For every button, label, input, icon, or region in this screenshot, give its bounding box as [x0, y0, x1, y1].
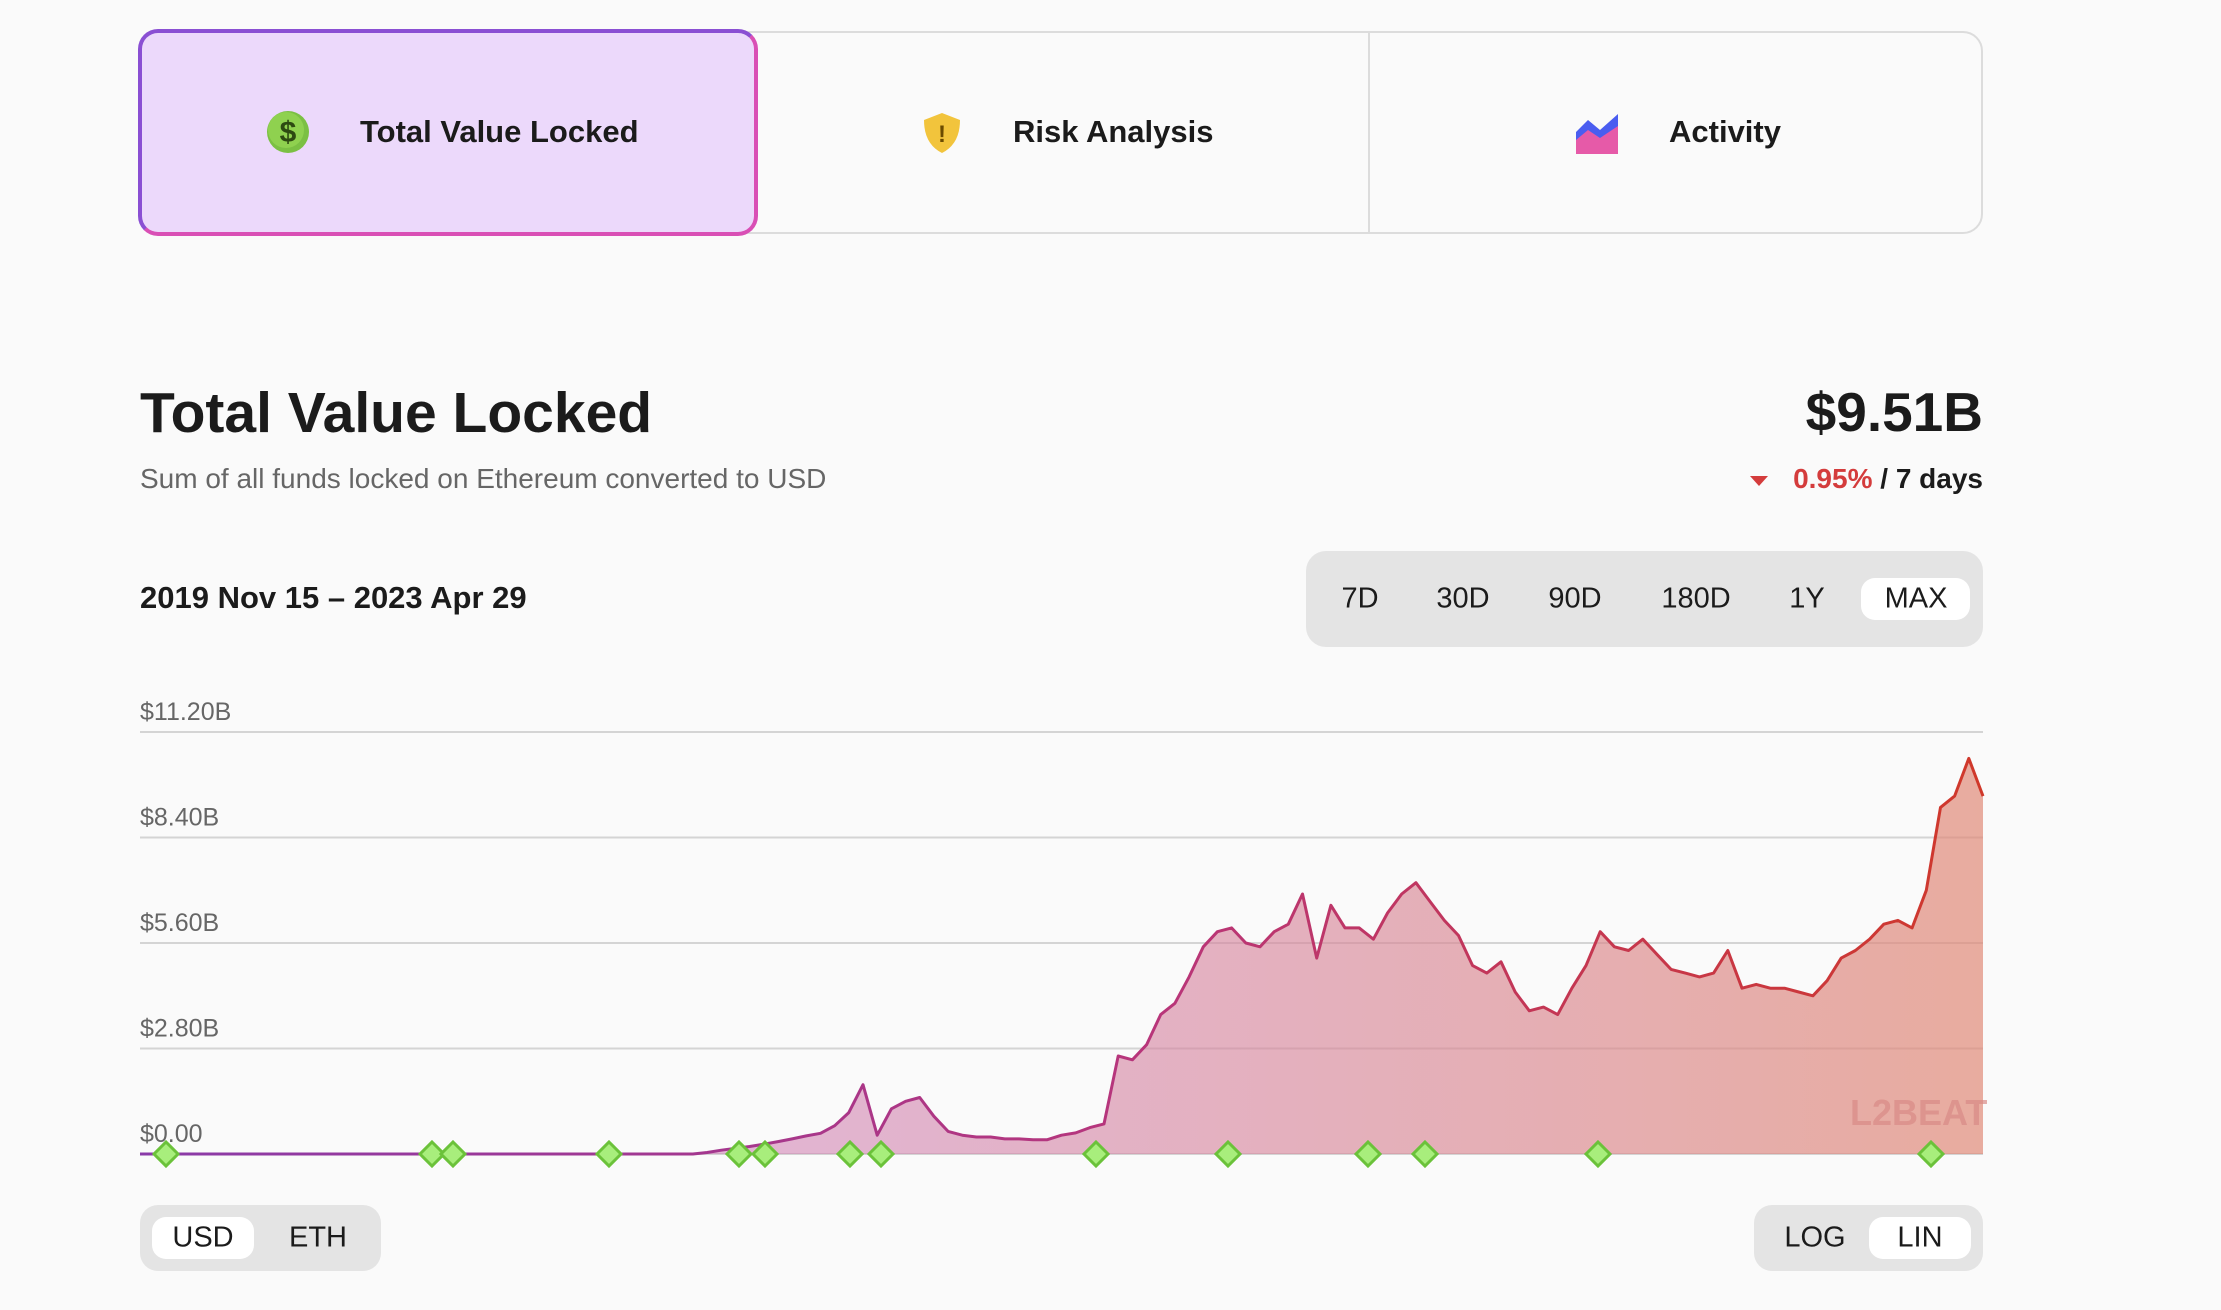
- milestone[interactable]: [438, 1139, 468, 1169]
- tab-label[interactable]: Risk Analysis: [1013, 114, 1214, 149]
- milestone[interactable]: [1353, 1139, 1383, 1169]
- milestone[interactable]: [750, 1139, 780, 1169]
- milestone[interactable]: [1583, 1139, 1613, 1169]
- currency-button[interactable]: ETH: [289, 1221, 347, 1254]
- range-button[interactable]: 180D: [1661, 582, 1731, 615]
- change: 0.95%: [1793, 463, 1873, 494]
- watermark: L2BEAT: [1850, 1092, 1987, 1133]
- scale-button[interactable]: LIN: [1897, 1221, 1943, 1254]
- date-range: 2019 Nov 15 – 2023 Apr 29: [140, 580, 527, 615]
- range-button[interactable]: 7D: [1341, 582, 1379, 615]
- milestone[interactable]: [1410, 1139, 1440, 1169]
- subtitle: Sum of all funds locked on Ethereum conv…: [140, 463, 827, 494]
- milestone[interactable]: [724, 1139, 754, 1169]
- range-button[interactable]: MAX: [1884, 582, 1948, 615]
- range-button[interactable]: 1Y: [1789, 582, 1825, 615]
- milestone[interactable]: [1916, 1139, 1946, 1169]
- milestone[interactable]: [1213, 1139, 1243, 1169]
- total-value: $9.51B: [1805, 381, 1983, 443]
- svg-text:$: $: [280, 116, 297, 149]
- svg-text:!: !: [938, 121, 946, 148]
- shield-icon: !: [924, 113, 960, 153]
- scale-button[interactable]: LOG: [1784, 1221, 1846, 1254]
- y-tick-label: $2.80B: [140, 1015, 219, 1043]
- milestone[interactable]: [417, 1139, 447, 1169]
- area: [140, 758, 1983, 1154]
- change-row: 0.95% / 7 days: [1749, 463, 1983, 495]
- down-arrow: [1750, 475, 1769, 486]
- y-tick-label: $5.60B: [140, 909, 219, 937]
- dollar-icon: $: [267, 111, 309, 153]
- y-tick-label: $0.00: [140, 1120, 203, 1148]
- tab-label[interactable]: Activity: [1669, 114, 1781, 149]
- milestones: [151, 1139, 1946, 1169]
- currency-selected: [152, 1217, 254, 1259]
- y-tick-label: $8.40B: [140, 804, 219, 832]
- tab-selected[interactable]: [138, 29, 758, 236]
- milestone[interactable]: [151, 1139, 181, 1169]
- period: / 7 days: [1880, 463, 1983, 494]
- milestone[interactable]: [1081, 1139, 1111, 1169]
- milestone[interactable]: [594, 1139, 624, 1169]
- range-button[interactable]: 90D: [1548, 582, 1602, 615]
- title: Total Value Locked: [140, 381, 653, 445]
- milestone[interactable]: [835, 1139, 865, 1169]
- currency-button[interactable]: USD: [172, 1221, 234, 1254]
- scale-selected: [1869, 1217, 1971, 1259]
- tab-label[interactable]: Total Value Locked: [360, 114, 639, 149]
- divider: [1368, 33, 1370, 232]
- activity-icon: [1576, 114, 1618, 154]
- range-selected: [1861, 578, 1970, 620]
- range-button[interactable]: 30D: [1436, 582, 1490, 615]
- milestone[interactable]: [866, 1139, 896, 1169]
- y-tick-label: $11.20B: [140, 698, 231, 726]
